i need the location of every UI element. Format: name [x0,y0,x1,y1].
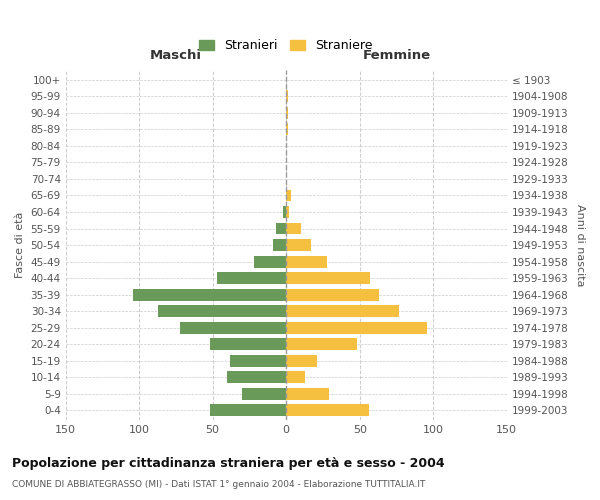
Bar [286,388,329,400]
Bar [286,206,289,218]
Bar [286,222,301,234]
Bar [133,288,286,300]
Bar [286,354,317,366]
Bar [242,388,286,400]
Text: Maschi: Maschi [150,48,202,62]
Bar [286,124,287,136]
Text: Popolazione per cittadinanza straniera per età e sesso - 2004: Popolazione per cittadinanza straniera p… [12,458,445,470]
Bar [158,305,286,317]
Bar [181,322,286,334]
Bar [254,256,286,268]
Bar [286,404,368,416]
Bar [286,239,311,251]
Bar [286,288,379,300]
Bar [286,305,400,317]
Bar [286,107,287,119]
Text: COMUNE DI ABBIATEGRASSO (MI) - Dati ISTAT 1° gennaio 2004 - Elaborazione TUTTITA: COMUNE DI ABBIATEGRASSO (MI) - Dati ISTA… [12,480,425,489]
Text: Femmine: Femmine [362,48,431,62]
Bar [273,239,286,251]
Bar [286,371,305,383]
Bar [286,322,427,334]
Bar [210,404,286,416]
Bar [217,272,286,284]
Bar [286,272,370,284]
Bar [286,338,357,350]
Bar [286,190,290,202]
Bar [230,354,286,366]
Y-axis label: Anni di nascita: Anni di nascita [575,204,585,286]
Legend: Stranieri, Straniere: Stranieri, Straniere [194,34,378,57]
Y-axis label: Fasce di età: Fasce di età [15,212,25,278]
Bar [286,256,328,268]
Bar [286,90,287,102]
Bar [210,338,286,350]
Bar [283,206,286,218]
Bar [276,222,286,234]
Bar [227,371,286,383]
